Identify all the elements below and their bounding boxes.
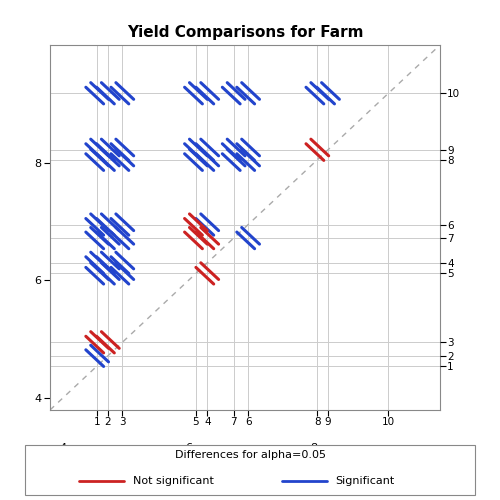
Title: Yield Comparisons for Farm: Yield Comparisons for Farm — [127, 24, 363, 40]
Text: Significant: Significant — [336, 476, 395, 486]
Text: 4: 4 — [59, 444, 66, 454]
Text: Differences for alpha=0.05: Differences for alpha=0.05 — [174, 450, 326, 460]
Text: 6: 6 — [185, 444, 192, 454]
FancyBboxPatch shape — [25, 445, 475, 495]
Text: Not significant: Not significant — [133, 476, 214, 486]
Text: 8: 8 — [310, 444, 318, 454]
